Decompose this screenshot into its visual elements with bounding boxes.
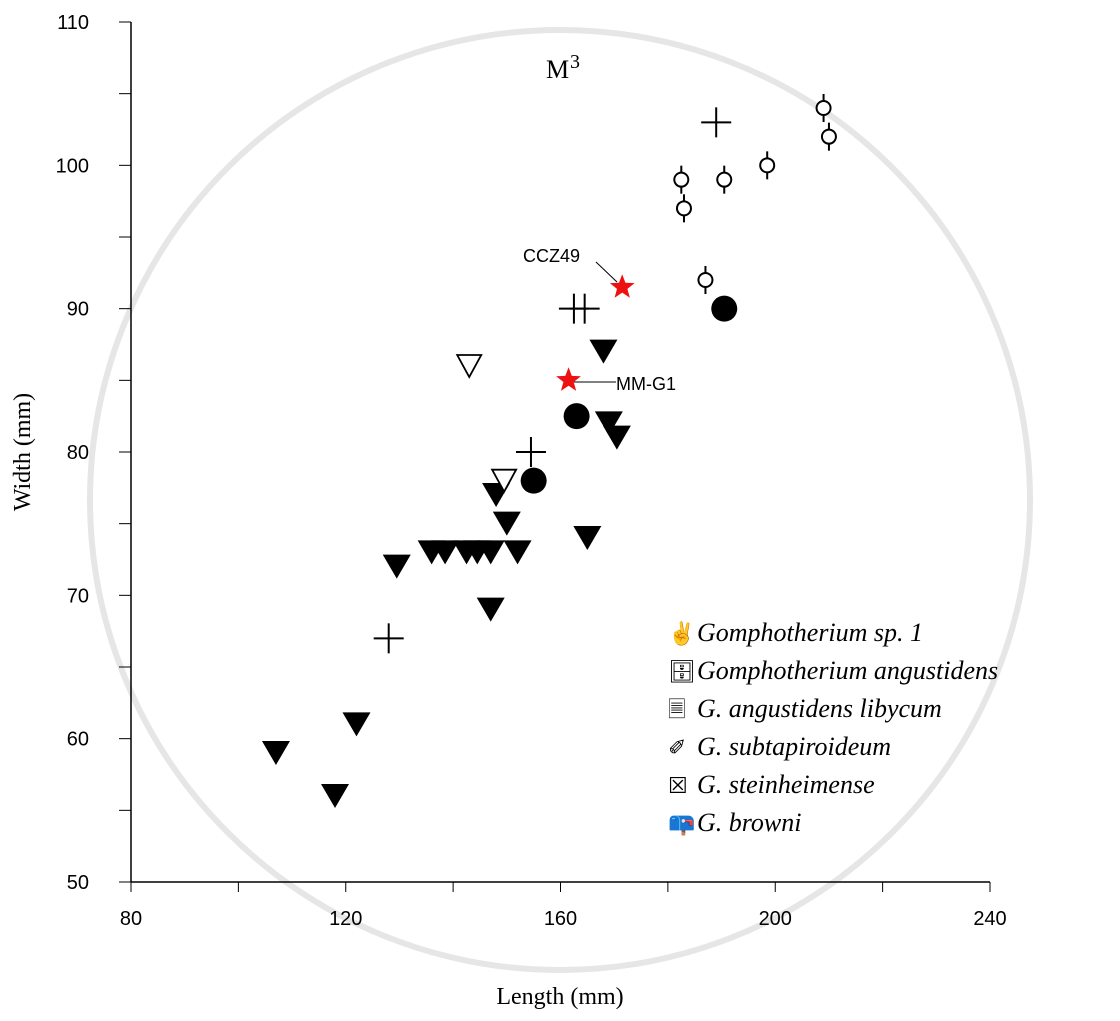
point — [717, 166, 731, 194]
point — [603, 426, 631, 450]
point — [516, 437, 546, 467]
point — [521, 468, 547, 494]
circle-marker — [717, 173, 731, 187]
annotation: CCZ49 — [523, 246, 580, 266]
circle-marker — [674, 173, 688, 187]
triangle-marker — [573, 526, 601, 550]
legend-symbol: 🗏 — [668, 697, 686, 722]
y-tick-label: 110 — [57, 12, 89, 34]
point — [383, 555, 411, 579]
x-tick-label: 200 — [759, 908, 792, 930]
y-tick-label: 50 — [67, 872, 89, 894]
star-marker — [610, 274, 635, 298]
x-tick-label: 240 — [973, 908, 1006, 930]
point — [573, 526, 601, 550]
triangle-marker — [383, 555, 411, 579]
legend-symbol: ☒ — [668, 773, 688, 798]
chart: M 3 Length (mm) Width (mm) CCZ49 MM-G1 8… — [0, 0, 1120, 1021]
y-tick-label: 90 — [67, 299, 89, 321]
triangle-marker — [603, 426, 631, 450]
point — [822, 123, 836, 151]
watermark — [90, 30, 1030, 970]
point — [342, 712, 370, 736]
legend-label: G. subtapiroideum — [697, 732, 891, 761]
point — [610, 274, 635, 298]
x-tick-label: 120 — [329, 908, 362, 930]
x-tick-label: 160 — [544, 908, 577, 930]
circle-marker — [817, 101, 831, 115]
triangle-marker — [477, 598, 505, 622]
legend-symbol: 📪 — [668, 811, 695, 836]
x-tick-label: 80 — [120, 908, 142, 930]
point — [711, 296, 737, 322]
point — [374, 623, 404, 653]
chart-title: M — [546, 55, 569, 84]
triangle-marker — [504, 540, 532, 564]
annotation: MM-G1 — [616, 374, 676, 394]
circle-marker — [564, 403, 590, 429]
point — [493, 512, 521, 536]
triangle-marker — [342, 712, 370, 736]
circle-marker — [822, 130, 836, 144]
point — [556, 367, 581, 391]
circle-marker — [521, 468, 547, 494]
point — [321, 784, 349, 808]
triangle-marker — [457, 355, 481, 377]
legend-label: Gomphotherium sp. 1 — [697, 618, 923, 647]
y-axis-label: Width (mm) — [10, 393, 36, 511]
point — [477, 598, 505, 622]
circle-marker — [760, 158, 774, 172]
point — [564, 403, 590, 429]
star-marker — [556, 367, 581, 391]
legend-symbol: ✐ — [668, 735, 686, 760]
triangle-marker — [493, 512, 521, 536]
point — [674, 166, 688, 194]
point — [504, 540, 532, 564]
chart-title-sup: 3 — [570, 51, 580, 73]
y-tick-label: 100 — [56, 155, 89, 177]
point — [701, 107, 731, 137]
leader-line — [596, 262, 617, 282]
point — [589, 340, 617, 364]
triangle-marker — [262, 741, 290, 765]
legend-symbol: 🗄 — [668, 659, 696, 684]
point — [262, 741, 290, 765]
x-axis-label: Length (mm) — [496, 984, 623, 1010]
legend-label: G. browni — [697, 808, 802, 837]
triangle-marker — [589, 340, 617, 364]
triangle-marker — [321, 784, 349, 808]
point — [457, 355, 481, 377]
circle-marker — [698, 273, 712, 287]
legend-label: G. angustidens libycum — [697, 694, 942, 723]
point — [677, 194, 691, 222]
point — [760, 151, 774, 179]
legend-label: Gomphotherium angustidens — [697, 656, 998, 685]
y-tick-label: 80 — [67, 442, 89, 464]
circle-marker — [711, 296, 737, 322]
y-tick-label: 70 — [67, 585, 89, 607]
y-tick-label: 60 — [67, 729, 89, 751]
legend-label: G. steinheimense — [697, 770, 875, 799]
legend-symbol: ✌ — [668, 620, 695, 647]
circle-marker — [677, 201, 691, 215]
point — [698, 266, 712, 294]
